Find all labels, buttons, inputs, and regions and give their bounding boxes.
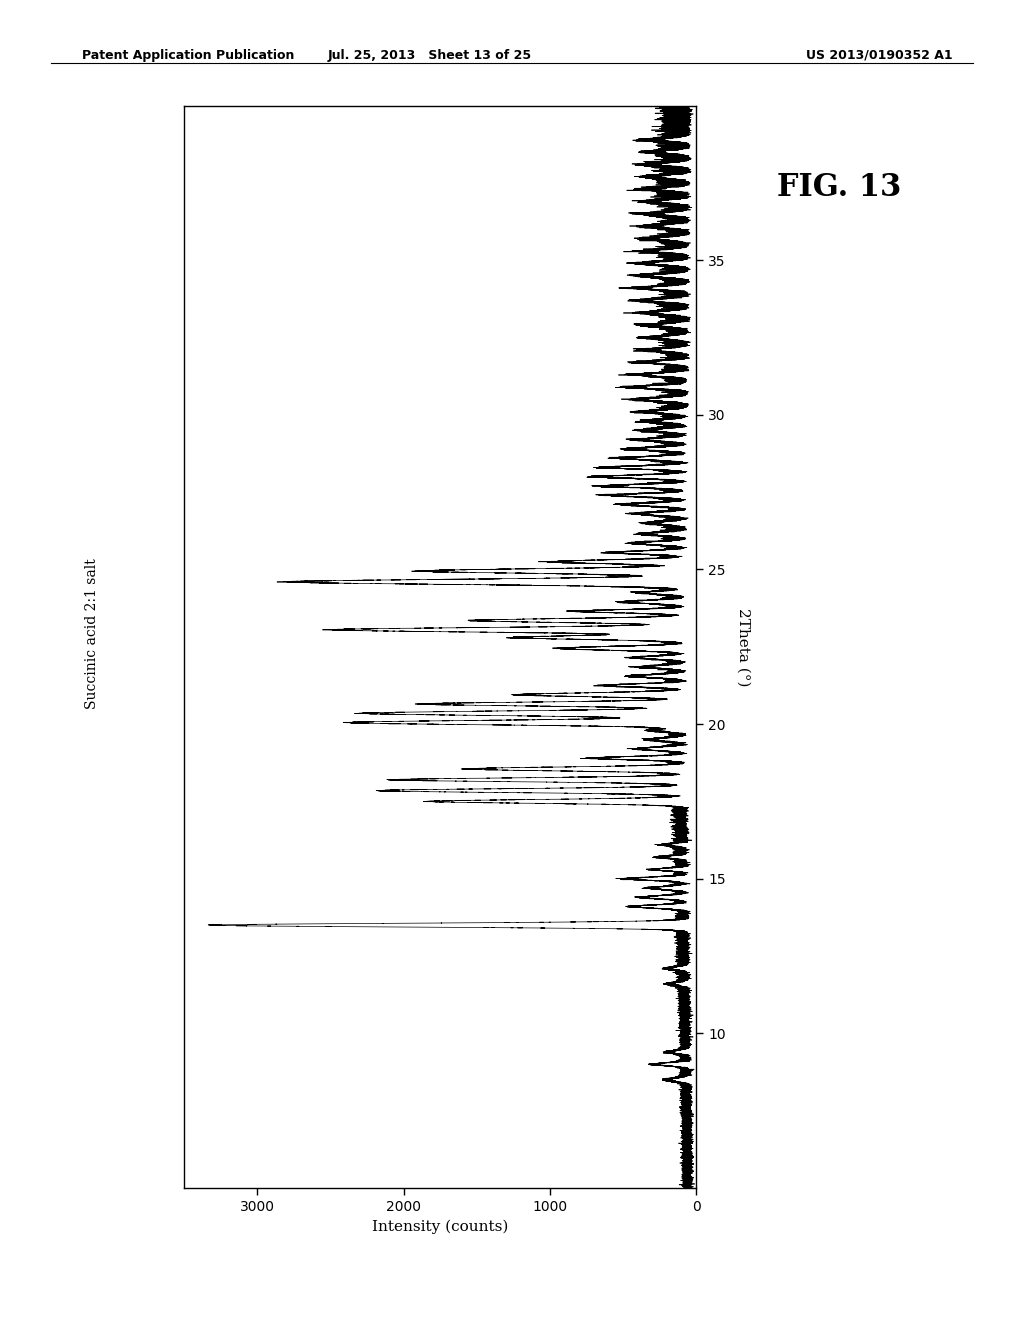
- X-axis label: Intensity (counts): Intensity (counts): [372, 1220, 509, 1234]
- Text: US 2013/0190352 A1: US 2013/0190352 A1: [806, 49, 952, 62]
- Y-axis label: 2Theta (°): 2Theta (°): [736, 607, 751, 686]
- Text: Patent Application Publication: Patent Application Publication: [82, 49, 294, 62]
- Text: Succinic acid 2:1 salt: Succinic acid 2:1 salt: [85, 558, 99, 709]
- Text: Jul. 25, 2013   Sheet 13 of 25: Jul. 25, 2013 Sheet 13 of 25: [328, 49, 532, 62]
- Text: FIG. 13: FIG. 13: [777, 172, 902, 202]
